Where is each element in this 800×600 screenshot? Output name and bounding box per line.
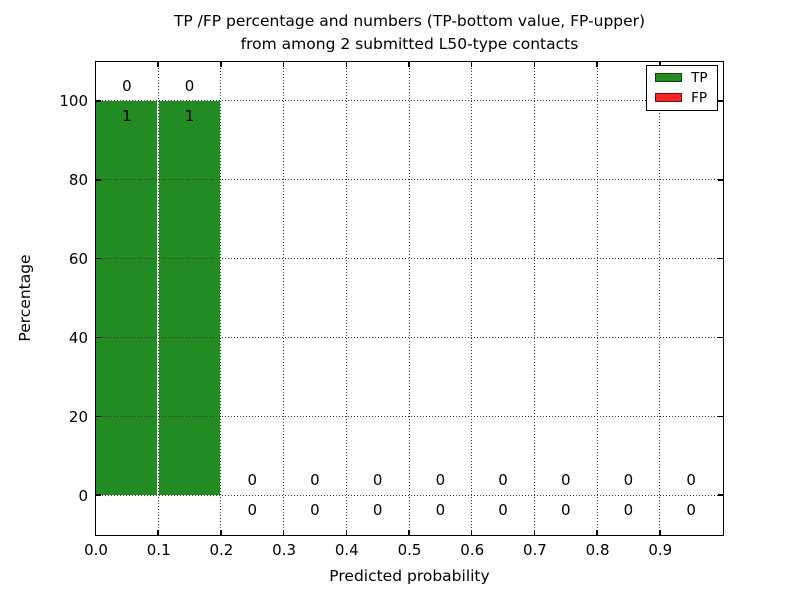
x-tick-mark (157, 529, 159, 535)
tp-bar (95, 100, 158, 496)
x-gridline (157, 61, 159, 535)
y-tick-mark-right (717, 100, 723, 102)
y-tick-mark (95, 257, 101, 260)
x-tick-mark (659, 529, 661, 535)
plot-area: TP FP 0 1 0 1 0 0 0 0 0 0 0 0 0 0 0 0 0 0 0 0 (94, 60, 724, 536)
y-tick-mark-right (717, 257, 723, 260)
x-tick-label: 0.7 (522, 541, 547, 559)
legend-item-tp: TP (655, 69, 708, 86)
fp-count-label: 0 (310, 471, 320, 490)
tp-count-label: 0 (435, 500, 446, 519)
y-tick-label: 100 (59, 92, 88, 111)
chart-title: TP /FP percentage and numbers (TP-bottom… (96, 10, 723, 56)
y-tick-label: 40 (68, 328, 88, 347)
fp-legend-swatch (655, 93, 683, 102)
tp-legend-swatch (655, 73, 683, 82)
x-tick-mark (470, 529, 473, 535)
y-tick-mark-right (717, 415, 723, 417)
x-tick-mark-top (659, 61, 661, 67)
fp-legend-label: FP (691, 89, 708, 106)
y-gridline (95, 100, 723, 102)
fp-count-label: 0 (686, 471, 696, 490)
x-tick-mark-top (282, 61, 285, 67)
x-tick-mark (533, 529, 536, 535)
fp-count-label: 0 (122, 77, 132, 95)
x-tick-mark-top (345, 61, 348, 67)
x-gridline (659, 61, 661, 535)
y-tick-label: 80 (68, 171, 88, 190)
y-tick-mark (95, 494, 101, 496)
x-tick-mark (345, 529, 348, 535)
y-tick-mark (95, 415, 101, 417)
y-tick-label: 60 (68, 250, 88, 269)
y-gridline (95, 336, 723, 338)
tp-count-label: 0 (498, 500, 508, 519)
fp-count-label: 0 (372, 471, 383, 490)
tp-count-label: 1 (184, 106, 195, 125)
y-tick-label: 0 (78, 486, 88, 505)
fp-count-label: 0 (498, 471, 508, 490)
x-tick-label: 0.4 (334, 541, 359, 559)
x-tick-mark-top (94, 61, 97, 67)
chart-title-line2: from among 2 submitted L50-type contacts (240, 35, 579, 53)
legend-item-fp: FP (655, 91, 707, 105)
tp-legend-label: TP (691, 69, 708, 86)
x-tick-mark (220, 529, 222, 535)
x-tick-mark-top (533, 61, 536, 67)
y-tick-mark-right (717, 494, 723, 496)
x-tick-mark (94, 529, 97, 535)
legend: TP FP (646, 64, 718, 111)
x-tick-label: 0.6 (460, 541, 485, 559)
x-axis-label: Predicted probability (329, 567, 490, 585)
fp-count-label: 0 (435, 471, 446, 490)
x-tick-mark-top (220, 61, 222, 67)
x-tick-mark (282, 529, 285, 535)
tp-count-label: 0 (310, 500, 320, 519)
fp-count-label: 0 (623, 471, 634, 490)
chart-title-line1: TP /FP percentage and numbers (TP-bottom… (173, 12, 646, 30)
fp-count-label: 0 (560, 471, 571, 490)
y-gridline (95, 494, 723, 496)
x-tick-label: 0.3 (272, 541, 297, 559)
y-tick-mark (95, 179, 101, 181)
y-tick-mark-right (717, 336, 723, 339)
tp-count-label: 0 (623, 500, 634, 519)
y-tick-mark-right (717, 179, 723, 181)
x-gridline (533, 61, 535, 535)
y-tick-label: 20 (68, 407, 88, 426)
x-tick-mark-top (157, 61, 159, 67)
fp-count-label: 0 (184, 77, 195, 95)
x-tick-mark (596, 529, 598, 535)
x-gridline (471, 61, 473, 535)
x-tick-mark-top (596, 61, 598, 67)
x-gridline (220, 61, 222, 535)
x-tick-mark-top (408, 61, 410, 67)
x-tick-mark-top (470, 61, 473, 67)
x-gridline (408, 61, 410, 535)
y-gridline (95, 415, 723, 417)
x-tick-label: 0.2 (209, 541, 234, 559)
y-gridline (95, 179, 723, 181)
fp-count-label: 0 (247, 471, 258, 490)
x-tick-mark (408, 529, 410, 535)
x-tick-label: 0.5 (397, 541, 422, 559)
tp-count-label: 0 (247, 500, 258, 519)
x-gridline (596, 61, 598, 535)
x-tick-label: 0.0 (84, 541, 108, 559)
x-tick-label: 0.1 (146, 541, 171, 559)
y-gridline (95, 258, 723, 260)
x-tick-label: 0.8 (585, 541, 610, 559)
x-tick-label: 0.9 (648, 541, 673, 559)
tp-count-label: 1 (122, 106, 132, 125)
tp-count-label: 0 (372, 500, 383, 519)
tp-bar (159, 100, 220, 496)
y-tick-mark (95, 336, 101, 339)
tp-count-label: 0 (560, 500, 571, 519)
x-gridline (283, 61, 285, 535)
y-tick-mark (95, 100, 101, 102)
tp-count-label: 0 (686, 500, 696, 519)
x-gridline (345, 61, 347, 535)
